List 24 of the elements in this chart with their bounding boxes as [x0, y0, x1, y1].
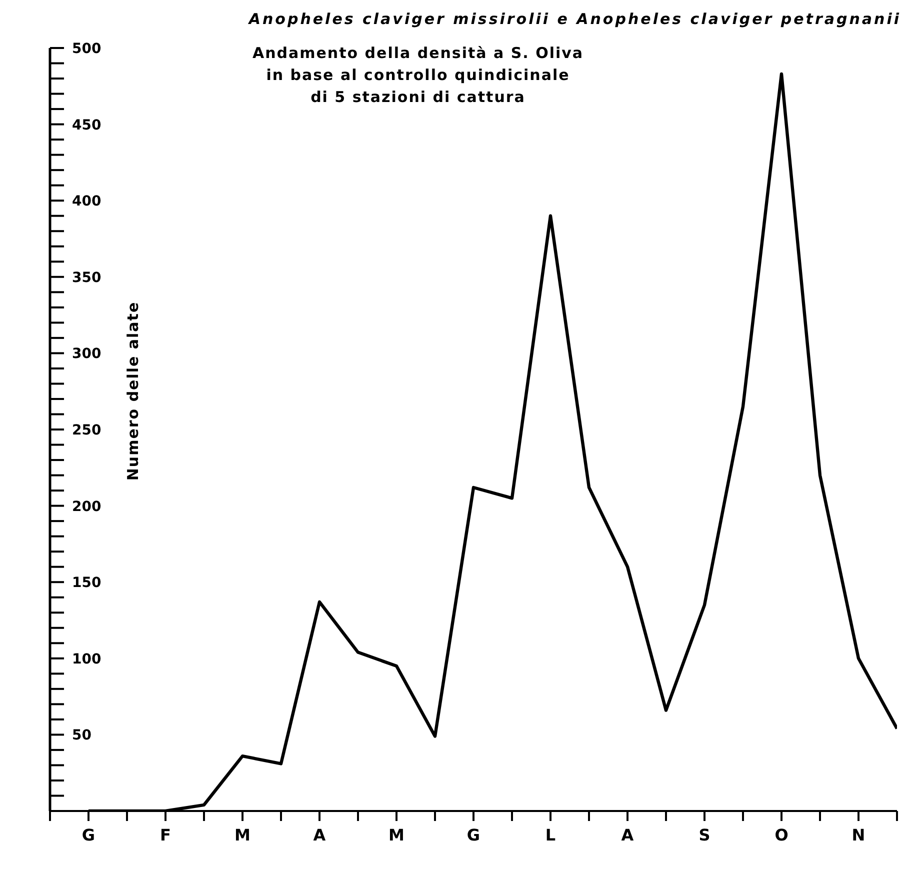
y-tick-label: 100 [72, 651, 102, 668]
y-tick-label: 150 [72, 575, 102, 592]
x-tick-label: M [234, 825, 250, 844]
y-tick-label: 500 [72, 40, 102, 57]
y-tick-label: 250 [72, 422, 102, 438]
y-tick-label: 400 [72, 194, 102, 210]
y-tick-label: 50 [72, 728, 92, 744]
y-tick-label: 350 [72, 270, 102, 286]
x-tick-label: A [313, 825, 326, 844]
y-tick-label: 450 [72, 117, 102, 134]
y-axis-title: Numero delle alate [124, 300, 143, 483]
x-tick-label: O [774, 825, 788, 844]
x-tick-label: N [852, 825, 866, 844]
y-tick-label: 300 [72, 346, 102, 362]
text: Andamento della densità a S. Oliva in base al controllo quindicinale di 5 stazioni di cattura [251, 43, 585, 108]
x-tick-label: L [545, 825, 556, 844]
x-tick-label: F [160, 825, 171, 844]
x-tick-label: M [388, 825, 404, 844]
y-tick-label: 200 [72, 498, 102, 515]
x-tick-label: G [82, 825, 96, 844]
x-tick-label: S [698, 825, 710, 844]
chart-title: Anopheles claviger missirolii e Anopheles claviger petragnanii [247, 10, 901, 28]
x-tick-label: G [466, 825, 480, 844]
x-tick-label: A [621, 825, 634, 844]
